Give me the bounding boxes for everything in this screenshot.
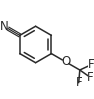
Text: F: F — [87, 71, 94, 84]
Text: F: F — [88, 58, 94, 71]
Text: O: O — [61, 55, 70, 68]
Text: N: N — [0, 20, 9, 33]
Text: F: F — [75, 76, 82, 89]
